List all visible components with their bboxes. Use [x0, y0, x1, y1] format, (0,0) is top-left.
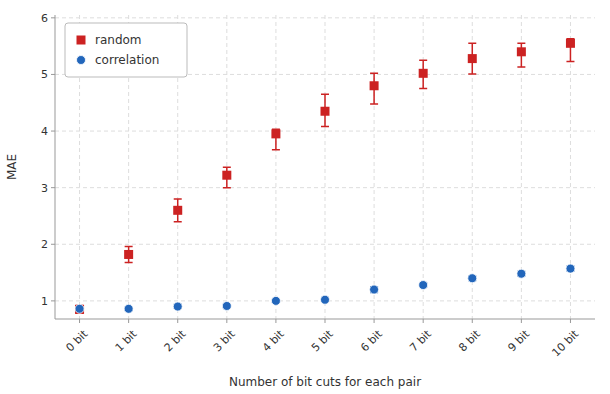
x-tick [423, 319, 424, 323]
x-tick [275, 319, 276, 323]
x-tick-label: 2 bit [162, 327, 189, 354]
data-point [222, 301, 231, 310]
x-tick-label: 4 bit [260, 327, 287, 354]
data-point [566, 264, 575, 273]
data-point [75, 304, 84, 313]
error-bar [419, 60, 427, 88]
chart-svg: 1 2 3 4 5 6 0 bit 1 bit 2 bit 3 bit 4 bit 5 bit 6 bi… [0, 0, 610, 394]
x-tick-label: 9 bit [505, 327, 532, 354]
y-axis-title: MAE [5, 154, 19, 180]
x-tick-label: 0 bit [64, 327, 91, 354]
data-point [124, 304, 133, 313]
data-point [271, 129, 280, 138]
grid-line-y [55, 187, 595, 188]
data-point [370, 285, 379, 294]
grid-line-x [374, 15, 375, 319]
x-tick-label: 7 bit [407, 327, 434, 354]
x-tick-label: 6 bit [358, 327, 385, 354]
x-tick [226, 319, 227, 323]
x-tick [79, 319, 80, 323]
y-tick-label: 1 [41, 295, 48, 308]
chart-container: 1 2 3 4 5 6 0 bit 1 bit 2 bit 3 bit 4 bit 5 bit 6 bi… [0, 0, 610, 394]
grid-line-x [275, 15, 276, 319]
x-tick [570, 319, 571, 323]
data-point [173, 302, 182, 311]
data-point [419, 69, 428, 78]
data-point [271, 296, 280, 305]
data-point [321, 295, 330, 304]
x-tick-label: 5 bit [309, 327, 336, 354]
axes: 1 2 3 4 5 6 0 bit 1 bit 2 bit 3 bit 4 bit 5 bit 6 bi… [41, 12, 595, 359]
y-tick [51, 244, 55, 245]
data-point [517, 269, 526, 278]
error-bar [370, 73, 378, 104]
x-tick-label: 10 bit [550, 327, 582, 359]
y-tick [51, 74, 55, 75]
y-tick [51, 131, 55, 132]
x-tick [472, 319, 473, 323]
series-0 [75, 39, 575, 314]
y-axis-line [55, 15, 56, 319]
error-bar [468, 43, 476, 74]
error-bar [321, 94, 329, 126]
y-tick-label: 6 [41, 12, 48, 25]
legend: random correlation [65, 23, 187, 77]
x-tick [521, 319, 522, 323]
plot-area [75, 39, 575, 314]
data-point [468, 54, 477, 63]
legend-box [65, 23, 187, 77]
y-tick [51, 300, 55, 301]
data-point [566, 39, 575, 48]
data-point [124, 250, 133, 259]
data-point [222, 171, 231, 180]
legend-label: correlation [95, 53, 159, 67]
y-tick [51, 17, 55, 18]
x-tick-label: 8 bit [456, 327, 483, 354]
data-point [173, 206, 182, 215]
y-tick-label: 3 [41, 182, 48, 195]
y-tick-label: 2 [41, 238, 48, 251]
grid-line-x [325, 15, 326, 319]
error-bar [174, 199, 182, 222]
x-tick-label: 3 bit [211, 327, 238, 354]
error-bar [125, 247, 133, 263]
y-tick-label: 4 [41, 125, 48, 138]
data-point [468, 274, 477, 283]
error-bar [223, 167, 231, 187]
legend-marker [77, 36, 86, 45]
error-bar [566, 39, 574, 62]
x-tick [128, 319, 129, 323]
legend-label: random [95, 33, 142, 47]
data-point [321, 107, 330, 116]
legend-marker [77, 56, 86, 65]
data-point [517, 47, 526, 56]
y-tick-label: 5 [41, 68, 48, 81]
data-point [419, 281, 428, 290]
error-bar [272, 129, 280, 149]
x-tick [325, 319, 326, 323]
grid [55, 15, 595, 319]
data-point [75, 305, 84, 314]
series-1 [75, 264, 575, 313]
x-tick [177, 319, 178, 323]
error-bar [517, 43, 525, 67]
y-tick [51, 187, 55, 188]
x-tick-label: 1 bit [113, 327, 140, 354]
x-axis-title: Number of bit cuts for each pair [229, 375, 421, 389]
data-point [370, 81, 379, 90]
x-tick [374, 319, 375, 323]
grid-line-y [55, 244, 595, 245]
